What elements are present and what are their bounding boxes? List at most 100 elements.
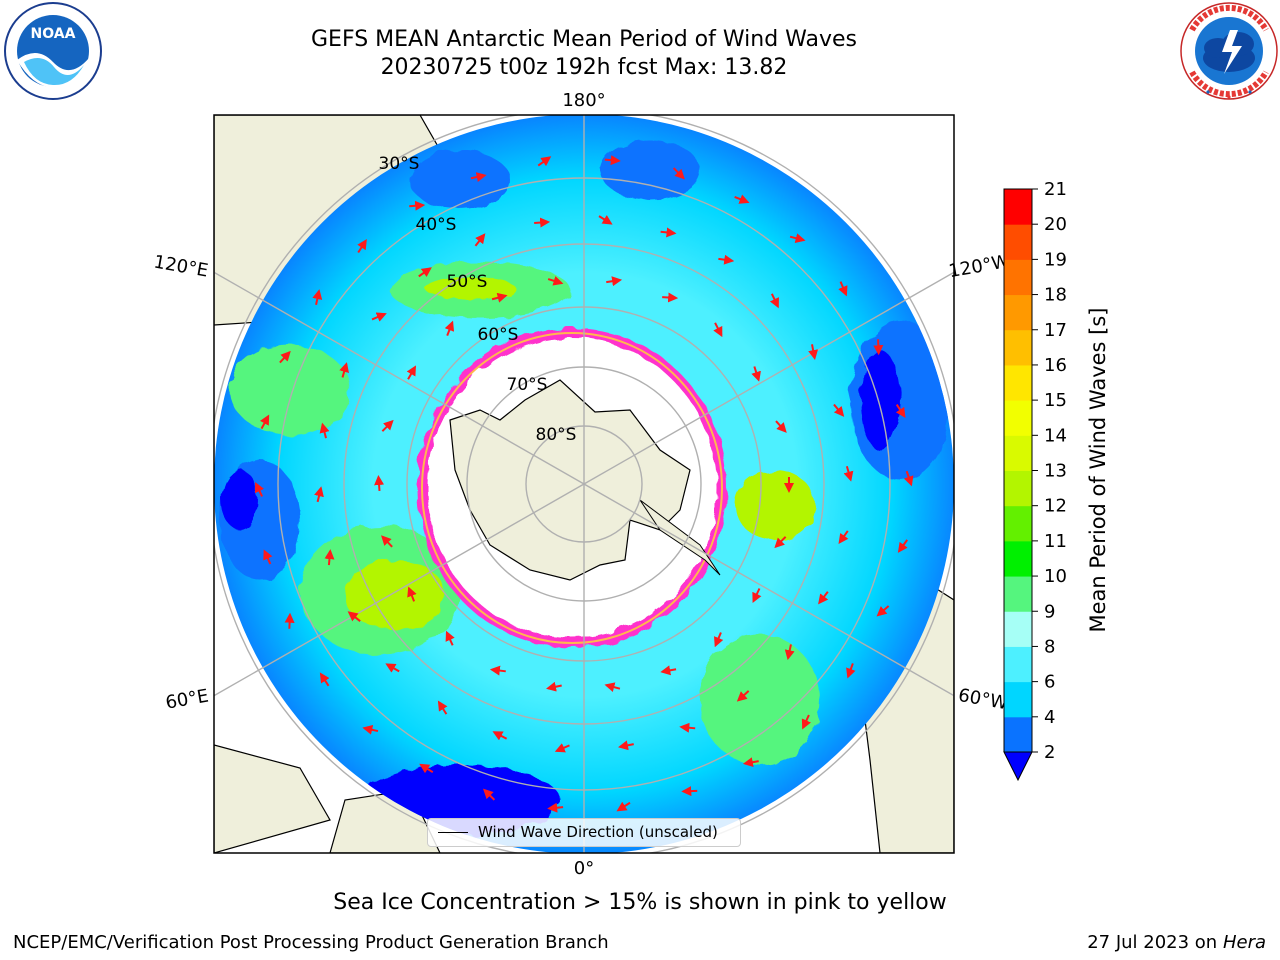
wind-wave-arrow bbox=[672, 167, 685, 180]
wind-wave-arrow bbox=[833, 403, 845, 417]
wind-wave-arrow bbox=[381, 419, 394, 432]
wind-wave-arrow bbox=[470, 172, 487, 182]
map-legend: Wind Wave Direction (unscaled) bbox=[427, 818, 741, 847]
graticule bbox=[214, 115, 954, 853]
colorbar-tick-label: 21 bbox=[1044, 179, 1067, 200]
colorbar-tick-label: 15 bbox=[1044, 390, 1067, 411]
lat-label-70s: 70°S bbox=[507, 375, 548, 395]
wind-wave-arrow bbox=[801, 714, 811, 730]
meridian-120w bbox=[583, 271, 954, 485]
chart-subtitle: 20230725 t00z 192h fcst Max: 13.82 bbox=[380, 55, 788, 80]
wind-wave-arrow bbox=[254, 482, 264, 497]
colorbar-tick-label: 13 bbox=[1044, 461, 1067, 482]
colorbar-segment bbox=[1004, 716, 1032, 753]
wind-wave-arrow bbox=[339, 362, 349, 378]
wind-wave-arrow bbox=[718, 254, 735, 265]
colorbar-segment bbox=[1004, 189, 1032, 225]
lat-label-50s: 50°S bbox=[447, 272, 488, 292]
lon-label-0: 0° bbox=[574, 858, 594, 879]
wind-wave-arrow bbox=[537, 156, 552, 167]
colorbar-segment bbox=[1004, 364, 1032, 401]
colorbar-tick-label: 20 bbox=[1044, 214, 1067, 235]
colorbar: 2 4 6 8 9 10 11 12 13 14 15 16 17 18 19 20 21 bbox=[1003, 179, 1067, 782]
wind-wave-arrow bbox=[660, 227, 677, 238]
wind-wave-arrow bbox=[419, 763, 434, 774]
wind-wave-arrow bbox=[489, 665, 506, 676]
wind-wave-arrow bbox=[483, 788, 496, 801]
footer-credit: NCEP/EMC/Verification Post Processing Pr… bbox=[13, 932, 609, 953]
wind-wave-arrow bbox=[445, 630, 455, 646]
wind-wave-arrow bbox=[406, 365, 416, 380]
wind-wave-arrow bbox=[742, 757, 759, 768]
wind-wave-arrow bbox=[279, 350, 291, 364]
wind-wave-arrow bbox=[312, 289, 323, 306]
wind-wave-arrow bbox=[284, 612, 295, 629]
wind-wave-arrow bbox=[547, 276, 564, 286]
wind-wave-arrow bbox=[598, 215, 613, 225]
wind-wave-arrow bbox=[903, 470, 914, 487]
wind-wave-arrow bbox=[546, 681, 562, 692]
meridian-120e bbox=[214, 271, 585, 485]
wind-wave-arrow bbox=[374, 475, 385, 492]
wind-wave-arrow bbox=[616, 801, 631, 812]
wind-wave-arrow bbox=[774, 536, 787, 549]
wind-wave-arrows bbox=[254, 155, 914, 813]
colorbar-segment bbox=[1004, 576, 1032, 612]
legend-line-swatch bbox=[438, 832, 468, 833]
colorbar-segment bbox=[1004, 646, 1032, 683]
wind-wave-arrow bbox=[895, 404, 906, 418]
wind-wave-arrow bbox=[418, 267, 432, 278]
wind-wave-arrow bbox=[618, 740, 634, 751]
lat-label-60s: 60°S bbox=[478, 325, 519, 345]
noaa-logo-text: NOAA bbox=[31, 26, 76, 42]
lat-label-30s: 30°S bbox=[379, 154, 420, 174]
wind-wave-arrow bbox=[846, 663, 856, 679]
chart-title: GEFS MEAN Antarctic Mean Period of Wind … bbox=[311, 27, 857, 52]
wind-wave-arrow bbox=[679, 722, 696, 733]
colorbar-segment bbox=[1004, 435, 1032, 471]
wind-wave-arrow bbox=[347, 611, 361, 622]
wind-wave-arrow bbox=[319, 672, 330, 687]
wind-wave-arrow bbox=[897, 539, 908, 553]
wind-wave-arrow bbox=[736, 690, 750, 702]
wind-wave-arrow bbox=[362, 724, 379, 735]
colorbar-segment bbox=[1004, 505, 1032, 542]
wind-wave-arrow bbox=[492, 731, 508, 741]
footer-date: 27 Jul 2023 on Hera bbox=[1087, 932, 1266, 953]
colorbar-tick-label: 4 bbox=[1044, 707, 1055, 728]
colorbar-tick-label: 14 bbox=[1044, 425, 1067, 446]
map-frame bbox=[213, 114, 955, 854]
lon-label-180: 180° bbox=[562, 90, 605, 111]
wind-wave-arrow bbox=[734, 194, 750, 204]
colorbar-segment bbox=[1004, 611, 1032, 647]
footer-host: Hera bbox=[1222, 932, 1266, 953]
wind-wave-arrow bbox=[838, 530, 849, 544]
wind-wave-arrow bbox=[534, 217, 551, 228]
colorbar-segment bbox=[1004, 400, 1032, 436]
lat-label-40s: 40°S bbox=[416, 215, 457, 235]
wind-wave-arrow bbox=[838, 281, 848, 297]
wind-wave-arrow bbox=[606, 276, 623, 287]
meridian-60w bbox=[583, 483, 954, 697]
colorbar-segment bbox=[1004, 259, 1032, 296]
wind-wave-arrow bbox=[789, 233, 806, 244]
meridian-60e bbox=[214, 483, 585, 697]
wind-wave-arrow bbox=[474, 233, 486, 247]
colorbar-segment bbox=[1004, 681, 1032, 718]
wind-wave-arrow bbox=[751, 366, 761, 382]
wind-wave-arrow bbox=[371, 312, 387, 322]
wind-wave-arrow bbox=[324, 549, 335, 566]
lon-label-60w: 60°W bbox=[957, 685, 1010, 714]
colorbar-tick-label: 6 bbox=[1044, 672, 1055, 693]
wind-wave-arrow bbox=[409, 200, 426, 211]
wind-wave-arrow bbox=[604, 155, 621, 166]
wind-wave-arrow bbox=[260, 414, 270, 430]
wind-wave-arrow bbox=[385, 663, 400, 673]
wind-wave-arrow bbox=[437, 700, 448, 715]
colorbar-tick-label: 16 bbox=[1044, 355, 1067, 376]
lat-label-80s: 80°S bbox=[536, 425, 577, 445]
lon-label-60e: 60°E bbox=[164, 685, 210, 713]
wind-wave-arrow bbox=[444, 320, 455, 336]
wind-wave-arrow bbox=[554, 743, 570, 753]
